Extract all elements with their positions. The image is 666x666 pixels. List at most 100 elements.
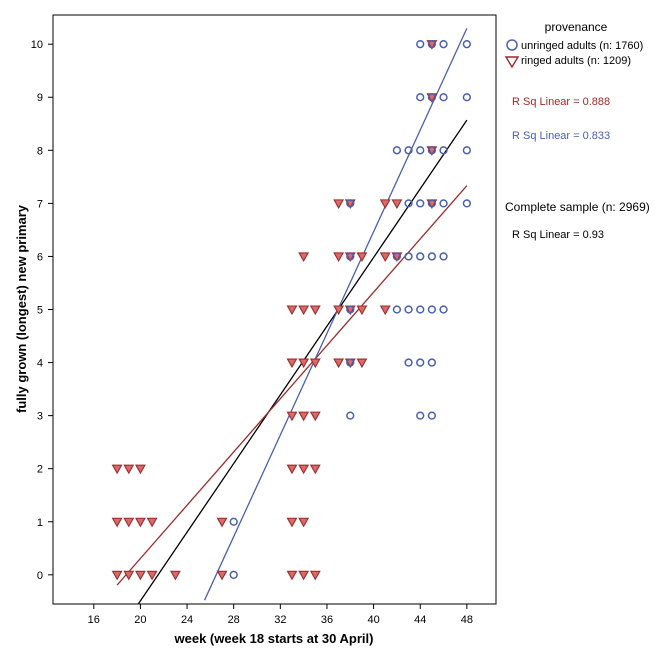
y-tick-label: 3 [37, 411, 43, 423]
y-tick-label: 5 [37, 305, 43, 317]
r-sq-unringed: R Sq Linear = 0.833 [512, 130, 610, 142]
ringed-point [146, 517, 158, 528]
ringed-point [309, 464, 321, 475]
unringed-point [439, 305, 448, 314]
ringed-point [356, 305, 368, 316]
unringed-point [392, 146, 402, 155]
ringed-point [379, 252, 391, 263]
x-tick-label: 36 [321, 614, 333, 626]
plot-area [52, 14, 497, 605]
unringed-point [427, 411, 437, 420]
unringed-points [229, 40, 472, 579]
unringed-point [416, 358, 425, 367]
ringed-point [286, 411, 298, 422]
ringed-point [333, 305, 345, 316]
ringed-point [309, 570, 321, 581]
unringed-point [416, 199, 425, 208]
x-axis-title: week (week 18 starts at 30 April) [174, 631, 374, 646]
ringed-point [134, 570, 146, 581]
ringed-point [356, 358, 368, 369]
complete-sample-label: Complete sample (n: 2969) [505, 200, 650, 214]
unringed-point [439, 146, 448, 155]
ringed-point [111, 517, 123, 528]
unringed-point [462, 40, 472, 49]
unringed-point [439, 252, 448, 261]
ringed-point [123, 517, 135, 528]
unringed-point [346, 358, 355, 367]
ringed-point [111, 570, 123, 581]
unringed-point [404, 252, 413, 261]
ringed-point [379, 305, 391, 316]
unringed-point [392, 252, 402, 261]
unringed-point [229, 517, 238, 526]
x-tick-label: 24 [181, 614, 193, 626]
ringed-point [379, 199, 391, 209]
ringed-point [216, 517, 228, 528]
unringed-point [346, 411, 355, 420]
y-tick-label: 0 [37, 570, 43, 582]
ringed-point [309, 358, 321, 369]
x-tick-label: 40 [367, 614, 379, 626]
unringed-point [404, 305, 413, 314]
ringed-point [169, 570, 181, 581]
trend-line-unringed [203, 28, 468, 601]
legend-ringed-label: ringed adults (n: 1209) [521, 55, 631, 67]
unringed-point [404, 146, 413, 155]
ringed-point [286, 517, 298, 528]
ringed-point [333, 199, 345, 209]
unringed-point [462, 199, 472, 208]
ringed-point [298, 517, 310, 528]
ringed-point [356, 252, 368, 263]
y-tick-label: 2 [37, 464, 43, 476]
unringed-point [416, 252, 425, 261]
y-tick-label: 8 [37, 145, 43, 157]
unringed-point [416, 305, 425, 314]
legend-title: provenance [545, 20, 608, 34]
unringed-point [439, 93, 448, 102]
ringed-point [134, 464, 146, 475]
y-axis: 0 1 2 3 4 5 6 7 8 9 10 [31, 39, 53, 582]
trend-line-ringed [116, 185, 468, 586]
ringed-point [216, 570, 228, 581]
ringed-point [286, 464, 298, 475]
ringed-point [123, 570, 135, 581]
ringed-point [146, 570, 158, 581]
legend-unringed-marker [506, 39, 518, 51]
unringed-point [427, 305, 437, 314]
x-axis: 16 20 24 28 32 36 40 44 48 [88, 604, 473, 626]
unringed-point [427, 199, 437, 208]
unringed-point [439, 199, 448, 208]
unringed-point [416, 146, 425, 155]
ringed-point [298, 252, 310, 263]
y-tick-label: 6 [37, 251, 43, 263]
y-tick-label: 10 [31, 39, 43, 51]
unringed-point [439, 40, 448, 49]
unringed-point [416, 93, 425, 102]
ringed-points [111, 40, 438, 581]
unringed-point [427, 358, 437, 367]
legend-ringed-marker [504, 56, 520, 69]
ringed-point [298, 358, 310, 369]
y-axis-title: fully grown (longest) new primary [14, 204, 29, 413]
ringed-point [286, 305, 298, 316]
y-tick-label: 1 [37, 517, 43, 529]
ringed-point [298, 464, 310, 475]
x-tick-label: 44 [414, 614, 426, 626]
ringed-point [333, 252, 345, 263]
unringed-point [229, 570, 238, 579]
ringed-point [391, 199, 403, 209]
x-tick-label: 32 [274, 614, 286, 626]
r-sq-ringed: R Sq Linear = 0.888 [512, 96, 610, 108]
ringed-point [309, 305, 321, 316]
unringed-point [427, 40, 437, 49]
unringed-point [404, 199, 413, 208]
ringed-point [298, 411, 310, 422]
ringed-point [309, 411, 321, 422]
ringed-point [123, 464, 135, 475]
unringed-point [427, 252, 437, 261]
x-tick-label: 16 [88, 614, 100, 626]
r-sq-overall: R Sq Linear = 0.93 [512, 229, 604, 241]
unringed-point [404, 358, 413, 367]
unringed-point [462, 93, 472, 102]
